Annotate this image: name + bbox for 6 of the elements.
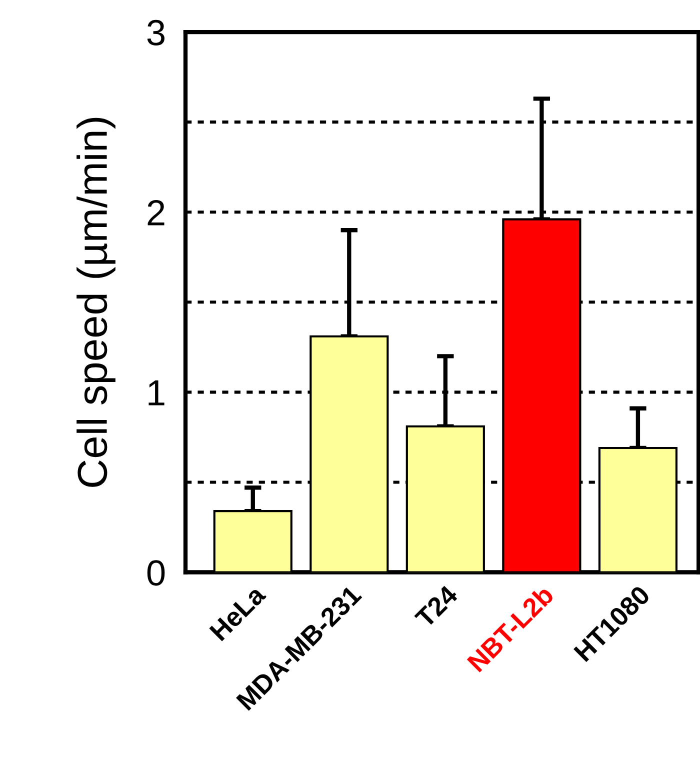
y-axis-title: Cell speed (µm/min) (76, 118, 116, 487)
y-tick-label: 1 (148, 380, 164, 406)
y-tick-label: 2 (148, 200, 164, 226)
y-tick-label: 0 (147, 560, 165, 586)
x-tick-label: T24 (414, 584, 459, 629)
y-tick-label: 3 (147, 20, 164, 46)
